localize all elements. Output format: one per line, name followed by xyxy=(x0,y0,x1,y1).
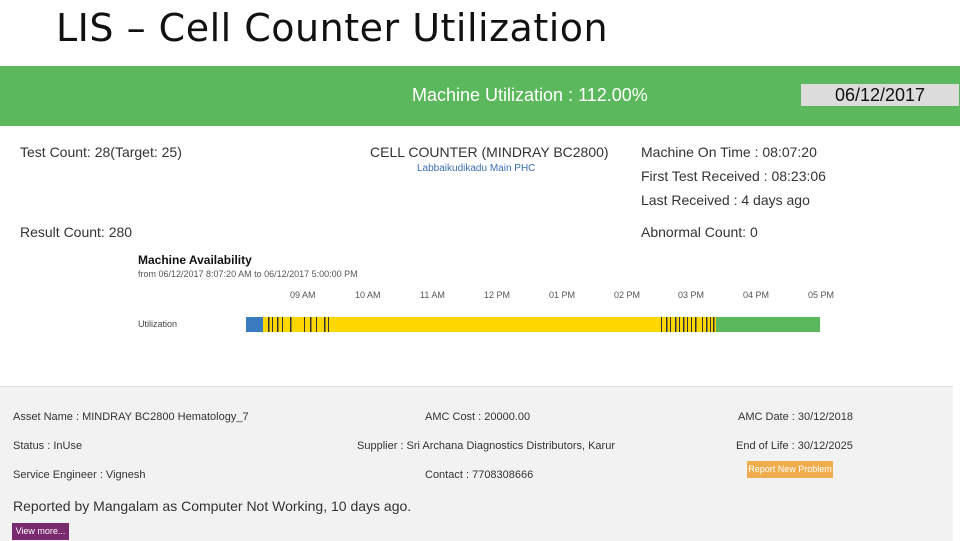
test-mark xyxy=(666,317,668,332)
problem-report-text: Reported by Mangalam as Computer Not Wor… xyxy=(13,498,412,514)
utilization-banner xyxy=(0,66,960,126)
tick-label: 01 PM xyxy=(549,290,576,300)
idle-segment xyxy=(246,317,263,332)
test-mark xyxy=(675,317,677,332)
utilization-timeline xyxy=(246,317,820,332)
machine-on-time: Machine On Time : 08:07:20 xyxy=(641,144,817,160)
test-mark xyxy=(268,317,270,332)
test-mark xyxy=(683,317,685,332)
amc-cost: AMC Cost : 20000.00 xyxy=(425,411,531,423)
test-mark xyxy=(277,317,279,332)
test-mark xyxy=(324,317,326,332)
utilization-row-label: Utilization xyxy=(138,319,178,329)
machine-utilization-text: Machine Utilization : 112.00% xyxy=(412,85,648,105)
date-display: 06/12/2017 xyxy=(801,84,959,106)
end-of-life: End of Life : 30/12/2025 xyxy=(736,440,853,452)
service-engineer: Service Engineer : Vignesh xyxy=(13,469,146,481)
test-mark xyxy=(679,317,680,332)
view-more-button[interactable]: View more... xyxy=(12,523,69,540)
test-mark xyxy=(328,317,329,332)
tick-label: 02 PM xyxy=(614,290,641,300)
test-mark xyxy=(687,317,688,332)
asset-name: Asset Name : MINDRAY BC2800 Hematology_7 xyxy=(13,411,249,423)
last-received: Last Received : 4 days ago xyxy=(641,192,810,208)
supplier: Supplier : Sri Archana Diagnostics Distr… xyxy=(357,440,615,452)
test-mark xyxy=(691,317,692,332)
test-mark xyxy=(710,317,711,332)
test-mark xyxy=(706,317,708,332)
machine-location: Labbaikudikadu Main PHC xyxy=(417,163,536,174)
amc-date: AMC Date : 30/12/2018 xyxy=(738,411,853,423)
result-count: Result Count: 280 xyxy=(20,224,133,240)
test-mark xyxy=(272,317,273,332)
report-new-problem-button[interactable]: Report New Problem xyxy=(747,461,833,478)
active-segment xyxy=(263,317,716,332)
test-mark xyxy=(661,317,662,332)
tick-label: 09 AM xyxy=(290,290,316,300)
test-mark xyxy=(702,317,703,332)
first-test-received: First Test Received : 08:23:06 xyxy=(641,168,826,184)
test-mark xyxy=(713,317,715,332)
test-mark xyxy=(310,317,312,332)
test-mark xyxy=(670,317,671,332)
tick-label: 10 AM xyxy=(355,290,381,300)
tick-label: 11 AM xyxy=(420,290,445,300)
contact: Contact : 7708308666 xyxy=(425,469,534,481)
tick-label: 12 PM xyxy=(484,290,511,300)
test-mark xyxy=(304,317,305,332)
tick-label: 03 PM xyxy=(678,290,705,300)
asset-status: Status : InUse xyxy=(13,440,83,452)
tick-label: 04 PM xyxy=(743,290,770,300)
test-mark xyxy=(290,317,292,332)
off-segment xyxy=(716,317,820,332)
test-mark xyxy=(316,317,317,332)
test-mark xyxy=(695,317,697,332)
availability-range: from 06/12/2017 8:07:20 AM to 06/12/2017… xyxy=(138,269,358,279)
abnormal-count: Abnormal Count: 0 xyxy=(641,224,758,240)
slide-title: LIS – Cell Counter Utilization xyxy=(56,6,609,50)
tick-label: 05 PM xyxy=(808,290,835,300)
machine-name: CELL COUNTER (MINDRAY BC2800) xyxy=(370,144,609,160)
test-count: Test Count: 28(Target: 25) xyxy=(20,144,182,160)
availability-title: Machine Availability xyxy=(138,253,252,267)
test-mark xyxy=(282,317,283,332)
